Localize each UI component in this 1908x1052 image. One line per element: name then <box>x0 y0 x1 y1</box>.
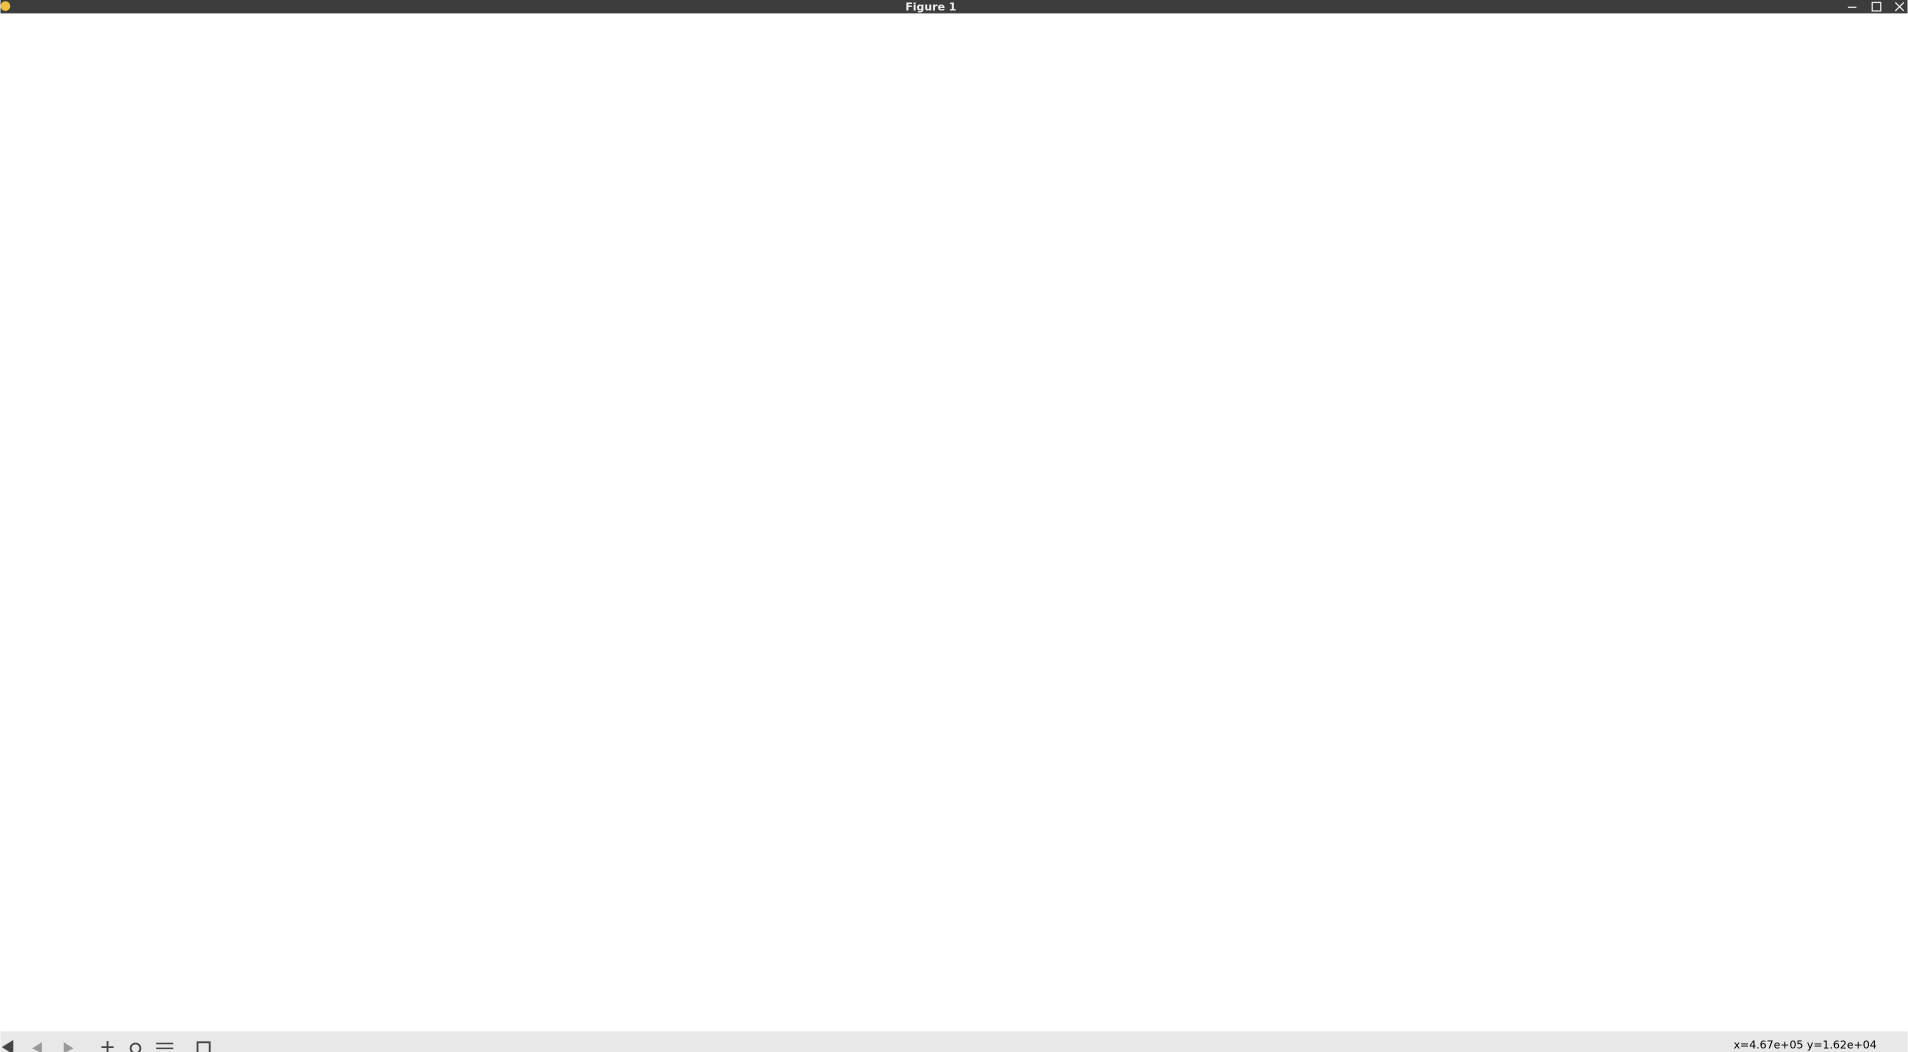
maximize-button[interactable] <box>1871 1 1882 12</box>
save-button[interactable] <box>196 1041 211 1052</box>
forward-button[interactable] <box>63 1042 74 1052</box>
configure-button[interactable] <box>156 1042 174 1052</box>
toolbar <box>0 1031 1908 1052</box>
status-text: x=4.67e+05 y=1.62e+04 <box>1734 1038 1877 1051</box>
back-button[interactable] <box>32 1042 42 1052</box>
title-bar <box>0 0 1908 14</box>
home-button[interactable] <box>1 1039 14 1052</box>
app-icon <box>0 1 11 11</box>
window-title: Figure 1 <box>905 0 956 13</box>
window-controls[interactable] <box>1847 1 1905 12</box>
close-button[interactable] <box>1894 2 1905 12</box>
toolbar-icons <box>1 1039 211 1052</box>
zoom-button[interactable] <box>129 1042 142 1052</box>
pan-button[interactable] <box>101 1041 114 1052</box>
